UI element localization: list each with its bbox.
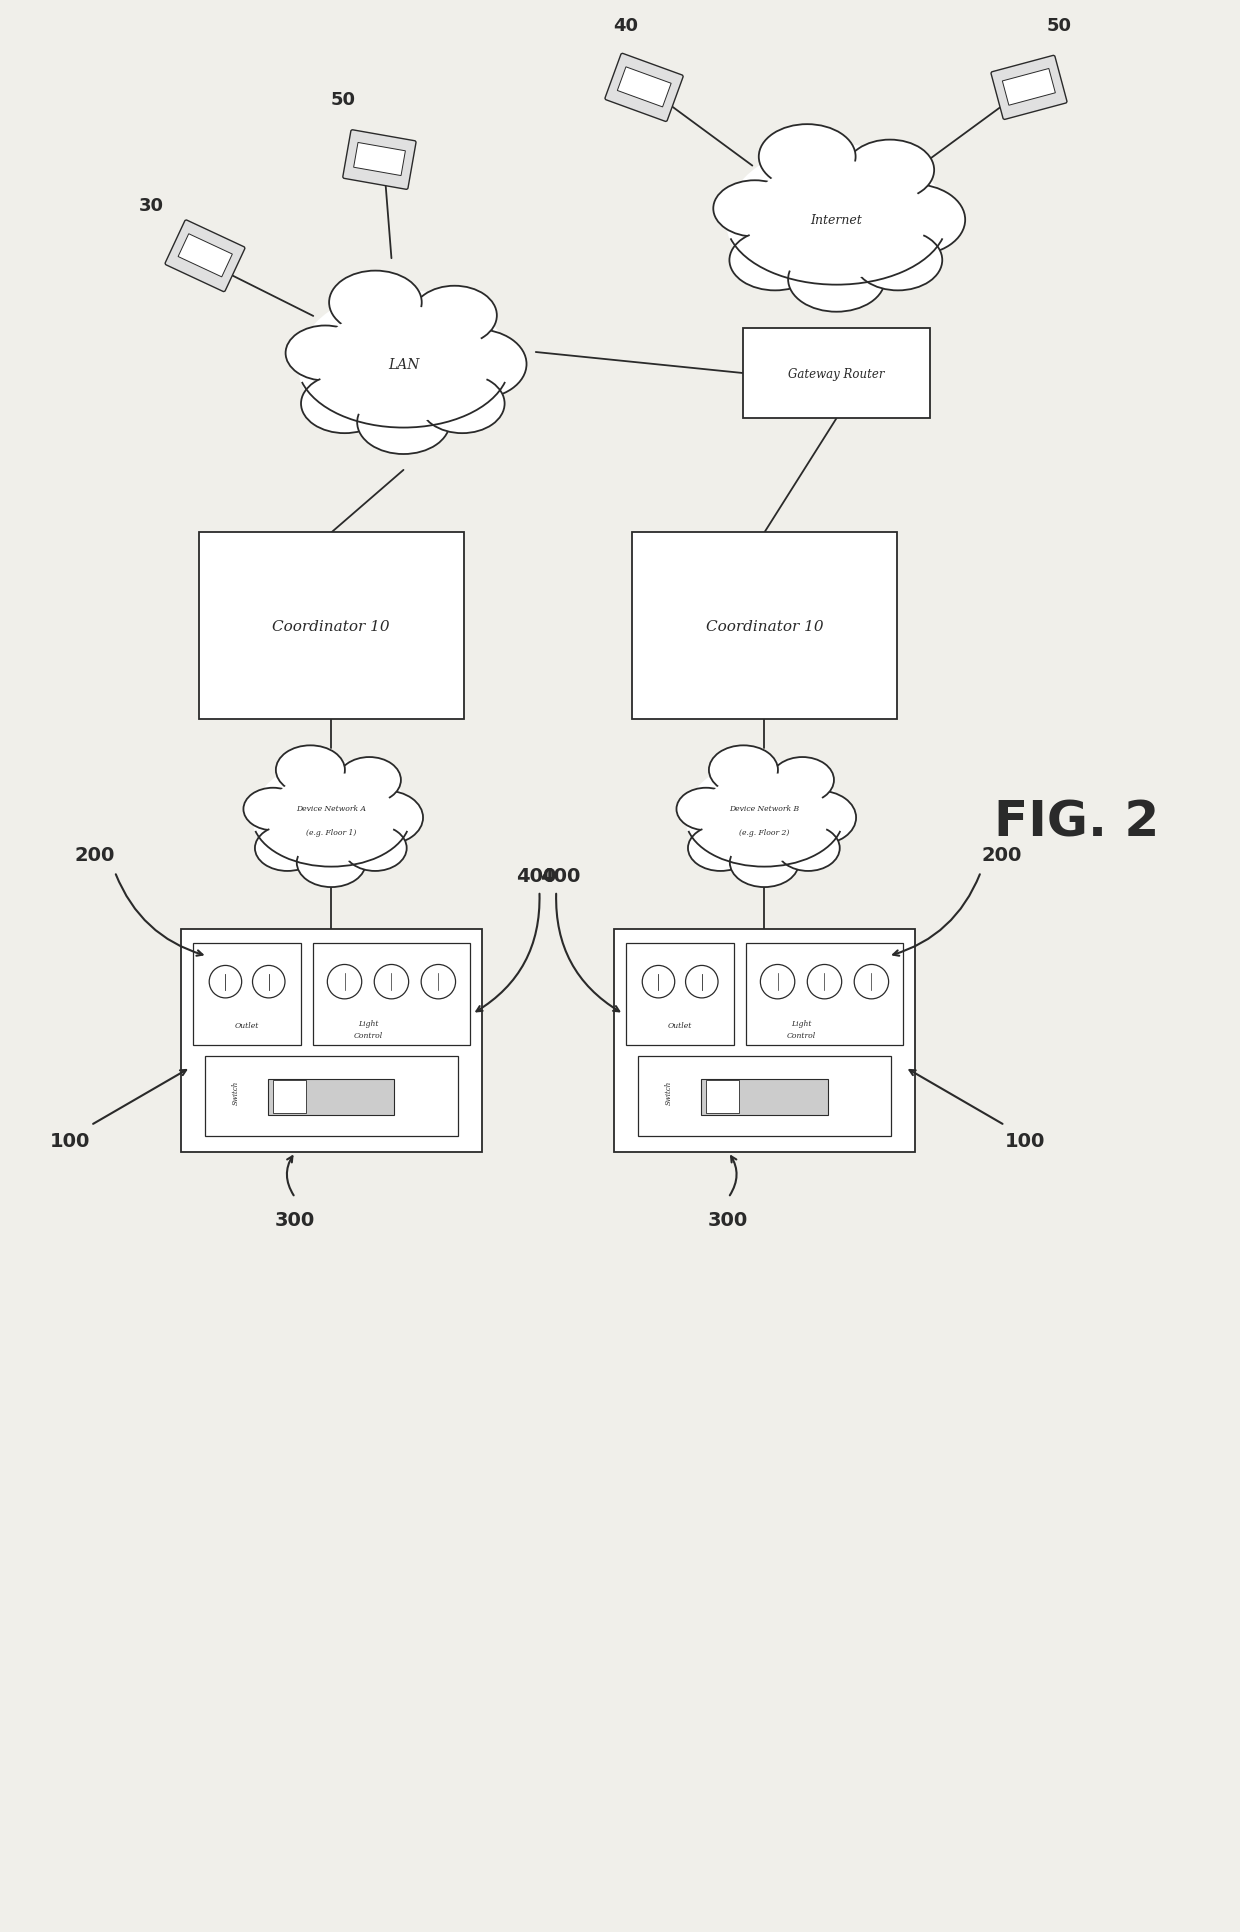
Ellipse shape bbox=[337, 757, 401, 804]
Text: Device Network A: Device Network A bbox=[296, 804, 366, 813]
Text: LAN: LAN bbox=[388, 357, 419, 371]
Ellipse shape bbox=[861, 185, 965, 257]
Text: 300: 300 bbox=[708, 1209, 749, 1229]
FancyBboxPatch shape bbox=[614, 929, 915, 1151]
FancyBboxPatch shape bbox=[181, 929, 481, 1151]
Ellipse shape bbox=[776, 825, 839, 871]
FancyBboxPatch shape bbox=[707, 1080, 739, 1113]
Ellipse shape bbox=[348, 790, 423, 844]
Ellipse shape bbox=[746, 160, 926, 280]
FancyBboxPatch shape bbox=[991, 56, 1066, 120]
FancyBboxPatch shape bbox=[179, 234, 232, 278]
Ellipse shape bbox=[725, 145, 947, 296]
FancyBboxPatch shape bbox=[165, 220, 244, 292]
Text: Gateway Router: Gateway Router bbox=[789, 367, 885, 381]
Ellipse shape bbox=[243, 788, 303, 831]
Ellipse shape bbox=[846, 141, 934, 201]
FancyBboxPatch shape bbox=[198, 533, 464, 719]
Text: Light: Light bbox=[357, 1018, 378, 1028]
Ellipse shape bbox=[285, 327, 365, 381]
Ellipse shape bbox=[275, 746, 345, 794]
Ellipse shape bbox=[253, 761, 410, 875]
Text: 200: 200 bbox=[74, 846, 114, 866]
Text: Coordinator 10: Coordinator 10 bbox=[273, 620, 391, 634]
Text: 40: 40 bbox=[614, 17, 639, 35]
Ellipse shape bbox=[296, 838, 366, 887]
Ellipse shape bbox=[427, 330, 527, 400]
Ellipse shape bbox=[357, 392, 450, 454]
FancyBboxPatch shape bbox=[632, 533, 897, 719]
FancyBboxPatch shape bbox=[701, 1080, 827, 1115]
Text: 400: 400 bbox=[539, 866, 580, 885]
Text: 100: 100 bbox=[50, 1132, 91, 1151]
Text: 50: 50 bbox=[331, 91, 356, 110]
Text: Control: Control bbox=[786, 1032, 816, 1039]
Ellipse shape bbox=[781, 790, 856, 844]
Text: 100: 100 bbox=[1006, 1132, 1045, 1151]
Text: Light: Light bbox=[791, 1018, 811, 1028]
FancyBboxPatch shape bbox=[353, 143, 405, 176]
Ellipse shape bbox=[688, 825, 753, 871]
FancyBboxPatch shape bbox=[193, 943, 301, 1045]
Ellipse shape bbox=[771, 757, 835, 804]
FancyBboxPatch shape bbox=[746, 943, 903, 1045]
Ellipse shape bbox=[713, 182, 796, 238]
Ellipse shape bbox=[301, 375, 388, 435]
Ellipse shape bbox=[317, 307, 490, 423]
FancyBboxPatch shape bbox=[605, 54, 683, 122]
Text: Control: Control bbox=[353, 1032, 383, 1039]
Text: (e.g. Floor 1): (e.g. Floor 1) bbox=[306, 829, 356, 837]
Ellipse shape bbox=[853, 230, 942, 292]
FancyBboxPatch shape bbox=[626, 943, 734, 1045]
Text: 300: 300 bbox=[275, 1209, 315, 1229]
Ellipse shape bbox=[730, 838, 799, 887]
Ellipse shape bbox=[255, 825, 320, 871]
Text: FIG. 2: FIG. 2 bbox=[994, 798, 1159, 846]
Text: Internet: Internet bbox=[811, 214, 862, 228]
FancyBboxPatch shape bbox=[268, 1080, 394, 1115]
FancyBboxPatch shape bbox=[618, 68, 671, 108]
Text: 30: 30 bbox=[139, 197, 164, 214]
FancyBboxPatch shape bbox=[314, 943, 470, 1045]
FancyBboxPatch shape bbox=[273, 1080, 305, 1113]
Ellipse shape bbox=[412, 286, 497, 346]
Ellipse shape bbox=[329, 272, 422, 334]
Ellipse shape bbox=[420, 375, 505, 435]
Ellipse shape bbox=[729, 230, 821, 292]
Ellipse shape bbox=[298, 292, 510, 439]
FancyBboxPatch shape bbox=[639, 1057, 890, 1136]
Ellipse shape bbox=[789, 247, 885, 313]
Text: (e.g. Floor 2): (e.g. Floor 2) bbox=[739, 829, 790, 837]
Text: Outlet: Outlet bbox=[668, 1022, 692, 1030]
Text: Device Network B: Device Network B bbox=[729, 804, 800, 813]
Text: Switch: Switch bbox=[232, 1080, 239, 1105]
Text: Coordinator 10: Coordinator 10 bbox=[706, 620, 823, 634]
Text: 200: 200 bbox=[981, 846, 1022, 866]
Ellipse shape bbox=[267, 773, 396, 864]
Text: Outlet: Outlet bbox=[234, 1022, 259, 1030]
Text: Switch: Switch bbox=[665, 1080, 672, 1105]
Ellipse shape bbox=[759, 126, 856, 189]
Text: 400: 400 bbox=[516, 866, 556, 885]
Ellipse shape bbox=[686, 761, 843, 875]
FancyBboxPatch shape bbox=[342, 131, 415, 189]
Text: 50: 50 bbox=[1047, 17, 1071, 35]
FancyBboxPatch shape bbox=[205, 1057, 458, 1136]
Ellipse shape bbox=[677, 788, 735, 831]
Ellipse shape bbox=[709, 746, 777, 794]
FancyBboxPatch shape bbox=[1002, 70, 1055, 106]
Ellipse shape bbox=[343, 825, 407, 871]
Ellipse shape bbox=[701, 773, 828, 864]
FancyBboxPatch shape bbox=[743, 328, 930, 419]
